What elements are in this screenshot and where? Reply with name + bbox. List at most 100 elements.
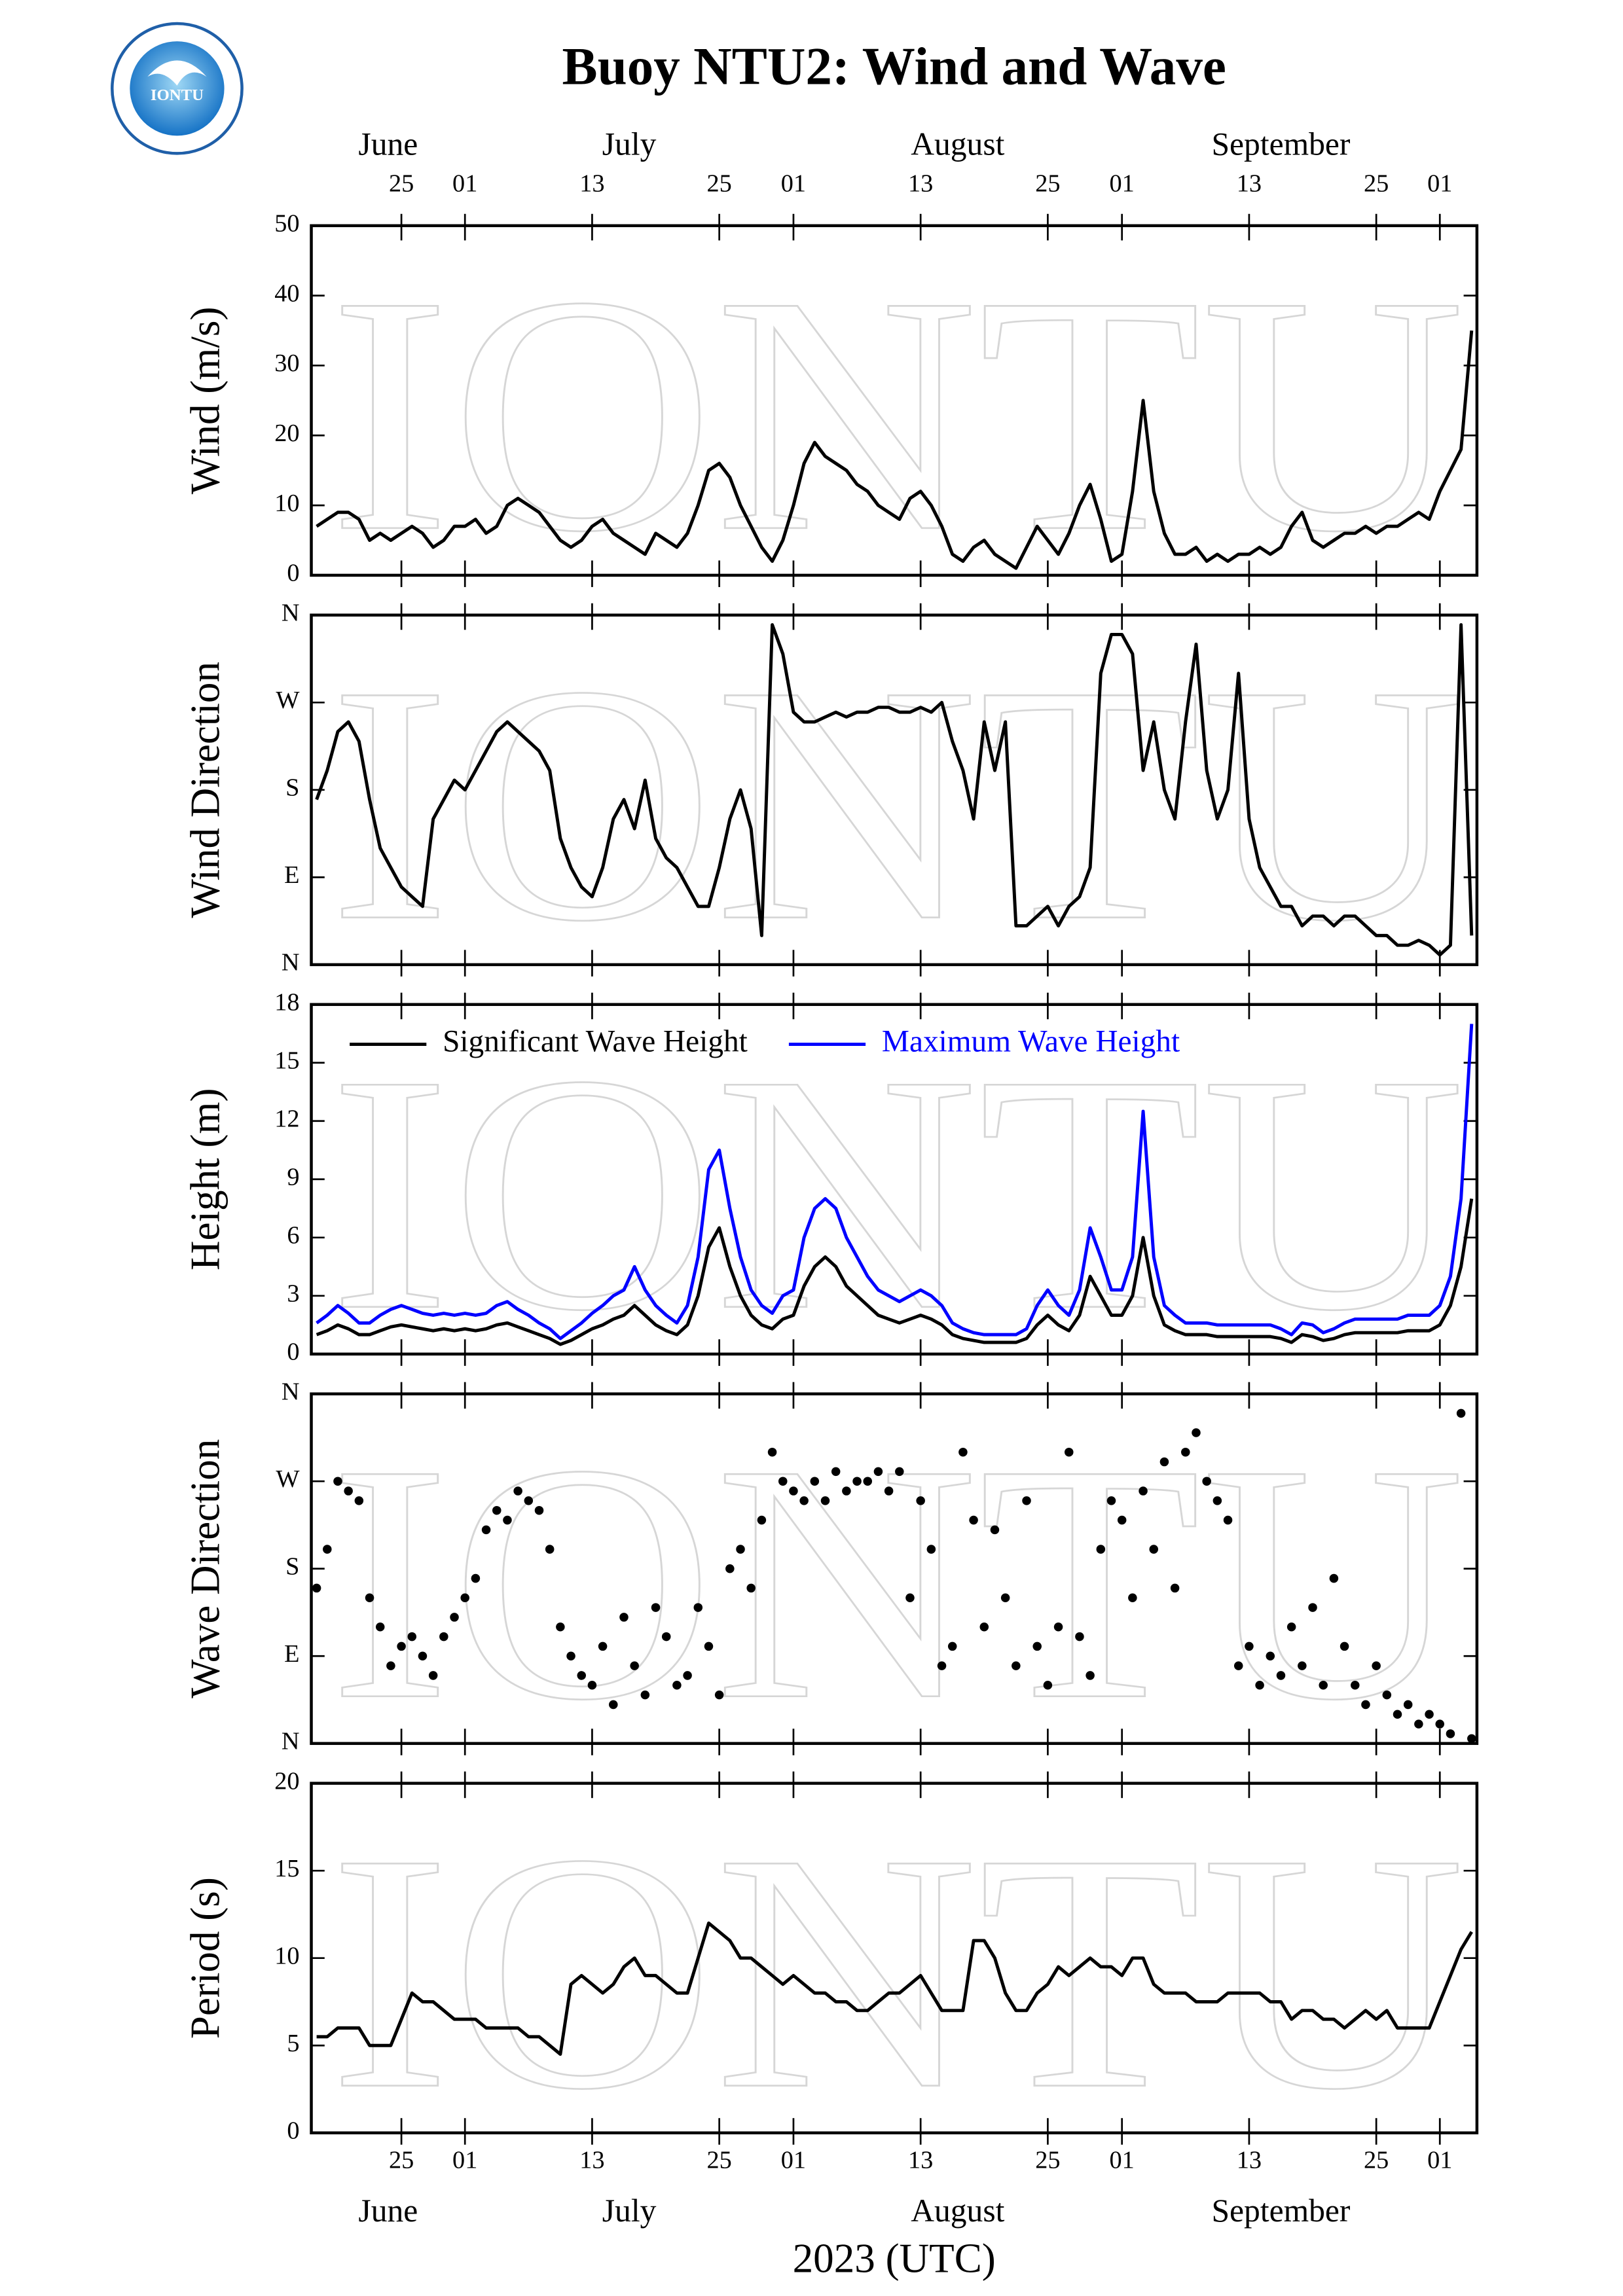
x-tick-label: 25 — [706, 2147, 731, 2174]
series-line — [316, 1198, 1474, 1346]
scatter-point — [577, 1671, 587, 1680]
plot-area — [316, 1921, 1473, 2056]
scatter-point — [1340, 1641, 1349, 1651]
scatter-point — [1022, 1496, 1031, 1505]
scatter-point — [1255, 1681, 1264, 1690]
y-tick-label: 3 — [287, 1280, 299, 1308]
x-tick-label: 13 — [1237, 2147, 1262, 2174]
y-tick-label: 10 — [274, 490, 299, 517]
scatter-point — [450, 1613, 459, 1622]
x-tick-label: 01 — [1427, 170, 1452, 198]
scatter-point — [1202, 1477, 1211, 1486]
y-tick-label: S — [285, 1553, 299, 1581]
scatter-point — [714, 1690, 724, 1700]
scatter-point — [757, 1515, 767, 1525]
x-tick-label: 13 — [579, 170, 604, 198]
scatter-point — [344, 1486, 353, 1496]
y-tick-label: 5 — [287, 2030, 299, 2057]
y-tick-label: 10 — [274, 1942, 299, 1969]
y-tick-label: W — [276, 1465, 300, 1493]
scatter-point — [386, 1661, 395, 1670]
scatter-point — [704, 1641, 714, 1651]
scatter-point — [1117, 1515, 1127, 1525]
legend-label: Maximum Wave Height — [882, 1024, 1180, 1058]
month-label: July — [602, 126, 657, 162]
scatter-point — [884, 1486, 894, 1496]
scatter-point — [1361, 1700, 1370, 1710]
scatter-point — [1425, 1710, 1434, 1719]
logo-wave — [147, 60, 207, 86]
scatter-point — [725, 1564, 735, 1573]
series-line — [316, 1024, 1474, 1340]
scatter-point — [492, 1505, 501, 1515]
month-label: June — [358, 126, 418, 162]
scatter-point — [1329, 1573, 1339, 1583]
scatter-point — [1106, 1496, 1116, 1505]
scatter-point — [556, 1622, 565, 1632]
y-axis-label: Period (s) — [183, 1877, 228, 2039]
y-tick-label: E — [284, 861, 299, 889]
scatter-point — [916, 1496, 925, 1505]
scatter-point — [1064, 1447, 1074, 1457]
y-tick-label: N — [282, 600, 300, 627]
scatter-point — [937, 1661, 947, 1670]
y-tick-label: 0 — [287, 1338, 299, 1366]
scatter-point — [375, 1622, 385, 1632]
scatter-point — [1435, 1719, 1445, 1729]
scatter-point — [1085, 1671, 1095, 1680]
scatter-point — [1276, 1671, 1286, 1680]
scatter-point — [397, 1641, 406, 1651]
watermark: IONTU — [329, 616, 1465, 992]
y-tick-label: 20 — [274, 1767, 299, 1795]
scatter-point — [990, 1525, 1000, 1535]
scatter-point — [524, 1496, 534, 1505]
chart-title: Buoy NTU2: Wind and Wave — [562, 37, 1226, 96]
panel-frame — [310, 1782, 1479, 2135]
y-tick-label: 15 — [274, 1855, 299, 1882]
scatter-point — [1043, 1681, 1053, 1690]
scatter-point — [460, 1593, 469, 1603]
scatter-point — [1319, 1681, 1328, 1690]
scatter-point — [926, 1545, 936, 1554]
scatter-point — [799, 1496, 809, 1505]
scatter-point — [587, 1681, 597, 1690]
scatter-point — [1170, 1583, 1180, 1593]
scatter-point — [736, 1545, 745, 1554]
scatter-point — [1414, 1719, 1423, 1729]
scatter-point — [312, 1583, 321, 1593]
y-axis-label: Wind (m/s) — [183, 307, 228, 495]
y-tick-label: 40 — [274, 279, 299, 307]
x-tick-label: 25 — [1364, 170, 1389, 198]
scatter-point — [619, 1613, 629, 1622]
y-tick-label: 0 — [287, 2117, 299, 2145]
scatter-point — [895, 1467, 904, 1477]
scatter-point — [1372, 1661, 1381, 1670]
y-tick-label: 6 — [287, 1222, 299, 1249]
scatter-point — [323, 1545, 332, 1554]
y-tick-label: 15 — [274, 1047, 299, 1075]
x-tick-label: 25 — [1364, 2147, 1389, 2174]
scatter-point — [1128, 1593, 1137, 1603]
scatter-point — [831, 1467, 841, 1477]
scatter-point — [1456, 1408, 1466, 1418]
scatter-point — [1298, 1661, 1307, 1670]
scatter-point — [365, 1593, 374, 1603]
scatter-point — [842, 1486, 851, 1496]
scatter-point — [513, 1486, 522, 1496]
y-tick-label: 0 — [287, 560, 299, 587]
scatter-point — [1096, 1545, 1106, 1554]
scatter-point — [1012, 1661, 1021, 1670]
month-label: September — [1211, 2193, 1350, 2229]
scatter-point — [1053, 1622, 1063, 1632]
y-tick-label: 30 — [274, 350, 299, 377]
scatter-point — [1075, 1632, 1084, 1641]
x-tick-label: 13 — [908, 170, 933, 198]
y-tick-label: W — [276, 687, 300, 714]
scatter-point — [1393, 1710, 1402, 1719]
scatter-point — [630, 1661, 639, 1670]
y-axis-label: Height (m) — [183, 1088, 228, 1270]
scatter-point — [471, 1573, 481, 1583]
scatter-point — [545, 1545, 555, 1554]
scatter-point — [1403, 1700, 1413, 1710]
scatter-point — [789, 1486, 798, 1496]
